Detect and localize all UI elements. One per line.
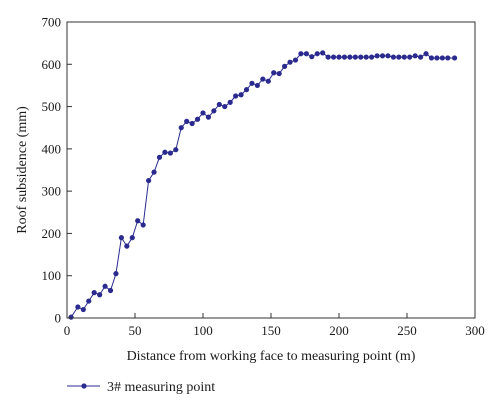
data-point	[363, 54, 369, 60]
data-point	[205, 114, 212, 120]
y-tick-label: 500	[42, 99, 62, 114]
data-point	[97, 292, 103, 298]
data-point	[167, 150, 173, 156]
data-point	[140, 222, 146, 228]
y-tick-label: 0	[55, 311, 62, 326]
data-point	[292, 57, 299, 63]
data-point	[309, 54, 315, 60]
data-point	[358, 54, 364, 60]
x-tick-label: 0	[64, 323, 71, 338]
data-point	[151, 169, 157, 175]
data-point	[407, 54, 413, 60]
data-point	[211, 108, 217, 114]
y-tick-label: 400	[42, 141, 62, 156]
data-point	[162, 149, 168, 155]
data-point	[423, 51, 429, 57]
y-tick-label: 100	[42, 268, 62, 283]
tick-labels: 0 50 100 150 200 250 300 0 100 200 300 400 500 600 700	[42, 15, 485, 339]
data-point	[222, 103, 228, 110]
data-point	[227, 99, 233, 105]
data-point	[287, 59, 293, 65]
data-point	[434, 55, 440, 61]
x-tick-label: 100	[193, 323, 213, 338]
data-point	[271, 70, 277, 76]
data-point	[233, 93, 239, 99]
data-point	[135, 218, 141, 224]
data-point	[102, 283, 108, 289]
data-point	[173, 147, 179, 153]
data-point	[445, 55, 451, 61]
axis-ticks	[66, 21, 476, 319]
data-point	[374, 53, 380, 59]
y-tick-label: 200	[42, 226, 62, 241]
data-point	[369, 54, 375, 60]
data-point	[118, 235, 124, 241]
data-point	[80, 306, 86, 313]
data-point	[439, 55, 445, 61]
x-tick-label: 200	[329, 323, 349, 338]
x-axis-title: Distance from working face to measuring …	[127, 349, 416, 364]
data-point	[124, 243, 130, 249]
data-point	[107, 287, 114, 294]
data-point	[282, 63, 288, 69]
data-point	[238, 92, 244, 98]
data-point	[200, 110, 206, 116]
data-point	[390, 54, 396, 60]
data-point	[86, 298, 92, 304]
plot-frame	[66, 21, 476, 319]
data-point	[249, 80, 255, 86]
series-layer	[68, 50, 458, 320]
data-point	[194, 116, 201, 122]
data-point	[428, 55, 435, 61]
y-tick-label: 700	[42, 15, 62, 30]
data-point	[298, 51, 304, 57]
legend-label: 3# measuring point	[107, 380, 215, 395]
data-point	[276, 70, 282, 77]
data-point	[330, 54, 337, 60]
data-point	[243, 87, 250, 93]
data-point	[396, 54, 402, 60]
data-point	[379, 53, 386, 59]
data-point	[352, 54, 358, 60]
data-point	[184, 118, 190, 124]
data-point	[129, 235, 135, 241]
data-point	[347, 54, 353, 60]
data-point	[178, 125, 184, 131]
x-tick-label: 50	[129, 323, 142, 338]
data-point	[254, 82, 260, 89]
x-tick-label: 150	[261, 323, 281, 338]
series-line	[70, 52, 455, 318]
legend-marker	[81, 383, 87, 389]
data-point	[156, 154, 163, 160]
data-point	[68, 314, 74, 320]
data-point	[325, 54, 331, 60]
y-axis-title: Roof subsidence (mm)	[15, 106, 30, 234]
data-point	[314, 51, 320, 57]
data-point	[216, 101, 222, 108]
x-tick-label: 300	[465, 323, 485, 338]
data-point	[320, 50, 326, 56]
data-point	[113, 271, 119, 277]
x-tick-label: 250	[397, 323, 417, 338]
data-point	[401, 54, 407, 60]
data-point	[418, 54, 424, 60]
data-point	[336, 54, 342, 60]
data-point	[91, 290, 97, 296]
y-tick-label: 600	[42, 57, 62, 72]
data-point	[265, 78, 271, 84]
data-point	[146, 177, 152, 184]
data-point	[260, 76, 266, 82]
data-point	[412, 53, 418, 59]
data-point	[303, 51, 309, 57]
data-point	[385, 53, 391, 59]
data-point	[452, 55, 458, 61]
y-tick-label: 300	[42, 184, 62, 199]
data-point	[341, 54, 348, 60]
legend: 3# measuring point	[67, 380, 215, 395]
data-point	[189, 120, 195, 127]
data-point	[75, 304, 81, 310]
